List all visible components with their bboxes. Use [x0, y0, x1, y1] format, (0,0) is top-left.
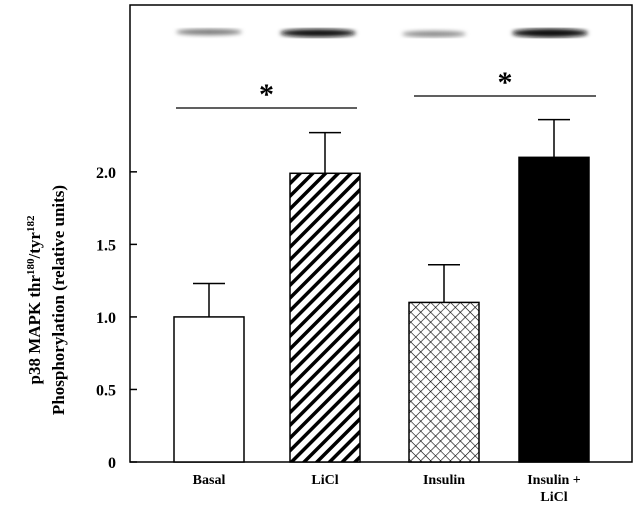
y-tick-label: 2.0: [96, 165, 116, 182]
y-tick-label: 1.0: [96, 310, 116, 327]
significance-label: *: [259, 78, 274, 111]
bar: [518, 156, 590, 463]
axes-frame: [129, 4, 633, 463]
x-tick-label: Basal: [192, 473, 226, 488]
x-tick-label: Insulin: [422, 473, 466, 488]
y-label-line1: p38 MAPK thr180/tyr182: [25, 215, 44, 384]
x-tick-label: LiCl: [311, 473, 339, 488]
x-tick-label: Insulin + LiCl: [527, 473, 581, 505]
y-axis-label: p38 MAPK thr180/tyr182 Phosphorylation (…: [25, 185, 68, 415]
y-tick-label: 0: [108, 455, 116, 472]
y-tick-label: 1.5: [96, 237, 116, 254]
bar: [289, 172, 361, 463]
y-tick-label: 0.5: [96, 382, 116, 399]
y-label-line2: Phosphorylation (relative units): [49, 185, 68, 415]
bar: [408, 301, 480, 463]
blot: [176, 28, 588, 38]
significance-label: *: [498, 66, 513, 99]
bar: [173, 316, 245, 463]
